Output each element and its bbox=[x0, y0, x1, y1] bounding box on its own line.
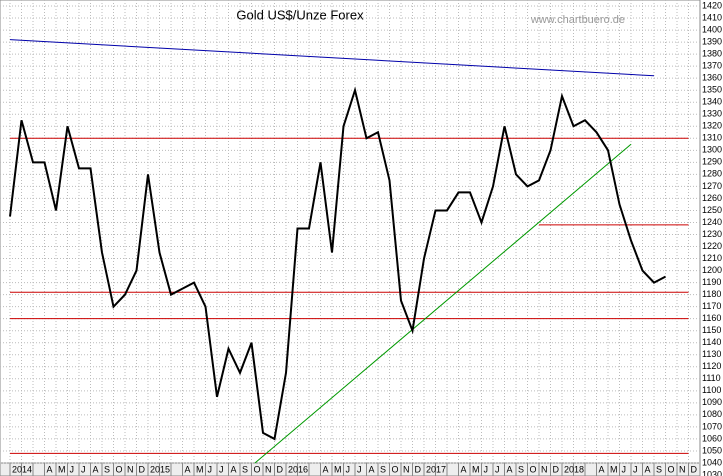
x-tick-label: N bbox=[127, 464, 134, 474]
x-tick-label: N bbox=[403, 464, 410, 474]
x-tick-label: O bbox=[668, 464, 675, 474]
x-tick-label: S bbox=[656, 464, 662, 474]
y-tick-label: 1060 bbox=[702, 433, 722, 443]
y-tick-label: 1350 bbox=[702, 85, 722, 95]
y-tick-label: 1070 bbox=[702, 421, 722, 431]
x-tick-label: 2015 bbox=[150, 464, 170, 474]
x-tick-label: J bbox=[81, 464, 86, 474]
x-tick-label: M bbox=[334, 464, 342, 474]
x-tick-label: A bbox=[369, 464, 375, 474]
x-tick-label: D bbox=[691, 464, 698, 474]
y-tick-label: 1270 bbox=[702, 181, 722, 191]
y-tick-label: 1330 bbox=[702, 109, 722, 119]
x-tick-label: J bbox=[484, 464, 489, 474]
y-tick-label: 1200 bbox=[702, 265, 722, 275]
y-tick-label: 1380 bbox=[702, 48, 722, 58]
trend-line bbox=[9, 39, 655, 77]
x-tick-label: N bbox=[541, 464, 548, 474]
y-tick-label: 1300 bbox=[702, 145, 722, 155]
x-tick-label: J bbox=[70, 464, 75, 474]
x-tick-label: J bbox=[219, 464, 224, 474]
y-tick-label: 1420 bbox=[702, 0, 722, 10]
y-tick-label: 1090 bbox=[702, 397, 722, 407]
y-tick-label: 1050 bbox=[702, 445, 722, 455]
y-tick-label: 1030 bbox=[702, 469, 722, 476]
x-tick-label: J bbox=[622, 464, 627, 474]
x-tick-label: N bbox=[265, 464, 272, 474]
y-tick-label: 1280 bbox=[702, 169, 722, 179]
x-tick-label: O bbox=[530, 464, 537, 474]
x-tick-label: O bbox=[116, 464, 123, 474]
x-tick-label: N bbox=[679, 464, 686, 474]
x-axis-strip bbox=[0, 462, 701, 476]
y-tick-label: 1260 bbox=[702, 193, 722, 203]
y-tick-label: 1160 bbox=[702, 313, 721, 323]
x-tick-label: M bbox=[610, 464, 618, 474]
y-tick-label: 1140 bbox=[702, 337, 721, 347]
y-tick-label: 1210 bbox=[702, 253, 722, 263]
x-tick-label: J bbox=[346, 464, 351, 474]
x-tick-label: D bbox=[553, 464, 560, 474]
y-tick-label: 1230 bbox=[702, 229, 722, 239]
x-tick-label: J bbox=[208, 464, 213, 474]
watermark: www.chartbuero.de bbox=[530, 14, 625, 26]
x-tick-label: A bbox=[599, 464, 605, 474]
y-tick-label: 1150 bbox=[702, 325, 721, 335]
y-tick-label: 1410 bbox=[702, 12, 722, 22]
x-tick-label: M bbox=[196, 464, 204, 474]
x-tick-label: M bbox=[472, 464, 480, 474]
x-tick-label: A bbox=[323, 464, 329, 474]
x-tick-label: M bbox=[58, 464, 66, 474]
x-tick-label: A bbox=[47, 464, 53, 474]
y-tick-label: 1370 bbox=[702, 61, 722, 71]
x-tick-label: S bbox=[380, 464, 386, 474]
x-tick-label: S bbox=[104, 464, 110, 474]
x-tick-label: A bbox=[507, 464, 513, 474]
x-tick-label: J bbox=[495, 464, 500, 474]
y-tick-label: 1080 bbox=[702, 409, 722, 419]
x-tick-label: J bbox=[633, 464, 638, 474]
y-tick-label: 1320 bbox=[702, 121, 722, 131]
y-tick-label: 1190 bbox=[702, 277, 721, 287]
y-tick-label: 1390 bbox=[702, 36, 722, 46]
x-tick-label: S bbox=[242, 464, 248, 474]
y-tick-label: 1130 bbox=[702, 349, 721, 359]
x-tick-label: A bbox=[93, 464, 99, 474]
y-tick-label: 1120 bbox=[702, 361, 721, 371]
y-tick-label: 1100 bbox=[702, 385, 721, 395]
x-tick-label: A bbox=[231, 464, 237, 474]
y-tick-label: 1360 bbox=[702, 73, 722, 83]
x-tick-label: A bbox=[461, 464, 467, 474]
x-tick-label: 2018 bbox=[564, 464, 584, 474]
x-tick-label: S bbox=[518, 464, 524, 474]
plot-area bbox=[0, 0, 701, 464]
y-tick-label: 1220 bbox=[702, 241, 722, 251]
x-tick-label: D bbox=[415, 464, 422, 474]
y-tick-label: 1400 bbox=[702, 24, 722, 34]
y-tick-label: 1250 bbox=[702, 205, 722, 215]
x-tick-label: 2016 bbox=[288, 464, 308, 474]
x-tick-label: 2014 bbox=[12, 464, 32, 474]
price-line bbox=[9, 86, 666, 441]
y-tick-label: 1240 bbox=[702, 217, 722, 227]
x-tick-label: A bbox=[185, 464, 191, 474]
y-tick-label: 1310 bbox=[702, 133, 722, 143]
x-tick-label: O bbox=[254, 464, 261, 474]
x-tick-label: J bbox=[357, 464, 362, 474]
y-tick-label: 1290 bbox=[702, 157, 722, 167]
x-tick-label: O bbox=[392, 464, 399, 474]
x-tick-label: A bbox=[645, 464, 651, 474]
trend-line bbox=[254, 143, 632, 464]
y-tick-label: 1040 bbox=[702, 457, 722, 467]
x-tick-label: 2017 bbox=[426, 464, 446, 474]
y-tick-label: 1110 bbox=[702, 373, 721, 383]
chart-title: Gold US$/Unze Forex bbox=[236, 7, 364, 22]
y-tick-label: 1170 bbox=[702, 301, 721, 311]
y-tick-label: 1180 bbox=[702, 289, 721, 299]
y-tick-label: 1340 bbox=[702, 97, 722, 107]
x-tick-label: D bbox=[277, 464, 284, 474]
x-tick-label: D bbox=[139, 464, 146, 474]
